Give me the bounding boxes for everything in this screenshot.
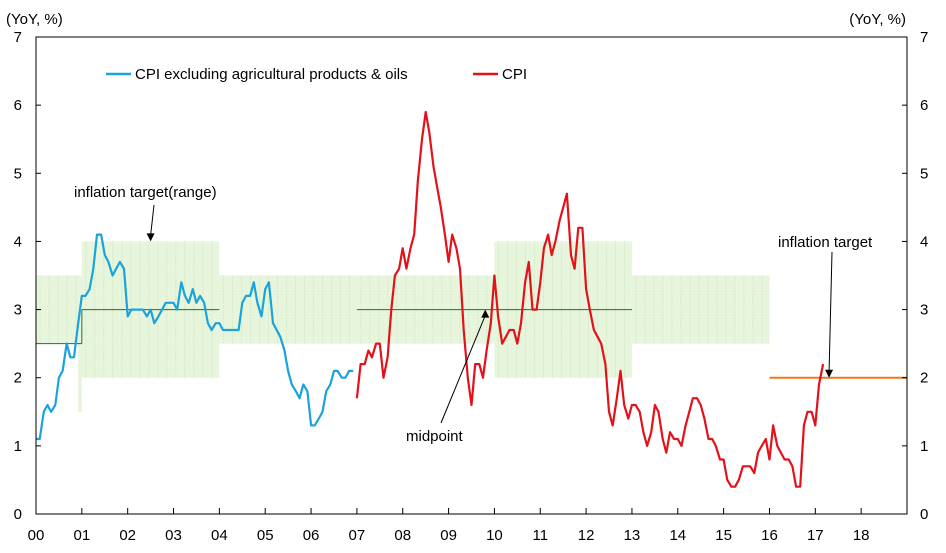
y-tick-label-left: 3 — [14, 302, 22, 319]
series-line-1 — [355, 110, 825, 488]
series-lines — [36, 110, 825, 488]
y-tick-label-left: 2 — [14, 370, 22, 387]
x-tick-label: 08 — [394, 527, 411, 544]
annotation-midpoint: midpoint — [406, 428, 464, 445]
target-band-0 — [36, 275, 79, 344]
x-tick-label: 06 — [303, 527, 320, 544]
x-tick-label: 13 — [624, 527, 641, 544]
y-tick-label-right: 7 — [920, 29, 928, 46]
x-tick-label: 03 — [165, 527, 182, 544]
x-tick-label: 14 — [669, 527, 686, 544]
target-bands — [36, 241, 770, 412]
x-tick-label: 15 — [715, 527, 732, 544]
x-tick-label: 07 — [349, 527, 366, 544]
y-tick-label-right: 5 — [920, 165, 928, 182]
y-tick-label-right: 2 — [920, 370, 928, 387]
x-tick-label: 05 — [257, 527, 274, 544]
y-tick-label-left: 4 — [14, 233, 22, 250]
plot-frame — [35, 36, 908, 515]
annotation-target-range-arrowhead — [146, 233, 155, 242]
x-tick-label: 17 — [807, 527, 824, 544]
y-tick-label-right: 6 — [920, 97, 928, 114]
annotation-target-range-arrow — [150, 204, 155, 236]
x-tick-label: 09 — [440, 527, 457, 544]
y-tick-label-right: 1 — [920, 438, 928, 455]
y-tick-label-left: 7 — [14, 29, 22, 46]
y-tick-label-left: 5 — [14, 165, 22, 182]
y-tick-label-left: 0 — [14, 506, 22, 523]
x-tick-label: 16 — [761, 527, 778, 544]
x-tick-label: 11 — [532, 527, 548, 544]
y-tick-label-right: 0 — [920, 506, 928, 523]
y-tick-label-right: 3 — [920, 302, 928, 319]
target-band-3 — [219, 275, 357, 344]
annotations: inflation target(range) midpoint inflati… — [74, 184, 873, 445]
annotation-target-range: inflation target(range) — [74, 184, 217, 201]
x-tick-label: 02 — [119, 527, 136, 544]
annotation-midpoint-arrow — [440, 315, 486, 424]
legend-label-core-cpi: CPI excluding agricultural products & oi… — [135, 66, 408, 83]
target-band-6 — [631, 275, 770, 344]
x-tick-label: 04 — [211, 527, 228, 544]
axis-ticks — [35, 36, 907, 515]
target-lines — [36, 309, 907, 379]
y-tick-label-left: 6 — [14, 97, 22, 114]
x-tick-label: 12 — [578, 527, 595, 544]
annotation-midpoint-arrowhead — [481, 309, 490, 318]
annotation-inflation-target-arrow — [828, 251, 833, 372]
right-unit-label: (YoY, %) — [849, 11, 906, 28]
x-tick-label: 18 — [853, 527, 870, 544]
x-tick-label: 10 — [486, 527, 503, 544]
x-tick-label: 00 — [28, 527, 45, 544]
legend: CPI excluding agricultural products & oi… — [106, 66, 527, 83]
x-tick-label: 01 — [73, 527, 90, 544]
legend-label-cpi: CPI — [502, 66, 527, 83]
series-line-0 — [36, 233, 354, 441]
y-tick-label-left: 1 — [14, 438, 22, 455]
y-tick-label-right: 4 — [920, 233, 928, 250]
tick-labels: 0 01 12 23 34 45 56 67 700 01 02 03 04 05 06 07 08 09 10 11… — [14, 29, 929, 544]
left-unit-label: (YoY, %) — [6, 11, 63, 28]
annotation-inflation-target: inflation target — [778, 234, 873, 251]
annotation-inflation-target-arrowhead — [825, 369, 834, 378]
